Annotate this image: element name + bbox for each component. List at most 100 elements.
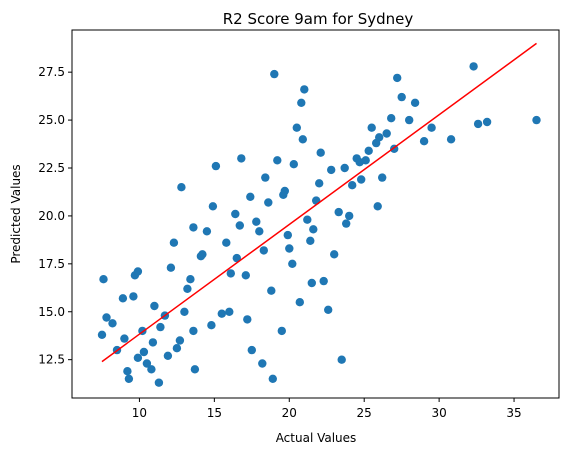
- data-point: [163, 351, 173, 360]
- data-point: [222, 238, 231, 247]
- data-point: [139, 347, 149, 357]
- data-point: [300, 85, 309, 94]
- data-point: [133, 353, 143, 362]
- x-tick-label: 25: [357, 406, 372, 420]
- y-tick-label: 20.0: [38, 209, 65, 223]
- data-point: [190, 365, 200, 374]
- data-point: [298, 135, 307, 144]
- data-point: [154, 378, 164, 387]
- data-point: [306, 236, 315, 245]
- data-point: [166, 263, 176, 272]
- data-point: [316, 148, 325, 157]
- data-point: [279, 190, 288, 199]
- data-point: [315, 179, 324, 188]
- data-point: [208, 202, 218, 211]
- data-point: [120, 334, 129, 343]
- data-point: [252, 217, 261, 226]
- data-point: [309, 225, 318, 234]
- data-point: [148, 338, 158, 347]
- data-point: [288, 259, 297, 268]
- data-point: [482, 117, 492, 127]
- data-point: [243, 315, 252, 324]
- data-point: [123, 367, 132, 376]
- data-point: [202, 227, 212, 236]
- data-point: [378, 173, 387, 182]
- regression-line: [101, 42, 537, 363]
- data-point: [232, 253, 241, 263]
- data-point: [446, 135, 456, 144]
- data-point: [373, 202, 382, 211]
- data-point: [292, 123, 301, 132]
- points-layer: [97, 62, 541, 387]
- data-point: [312, 196, 321, 205]
- data-point: [118, 294, 128, 303]
- data-point: [102, 313, 111, 322]
- data-point: [283, 230, 292, 240]
- y-tick-label: 12.5: [38, 353, 65, 367]
- data-point: [142, 359, 152, 368]
- data-point: [133, 267, 143, 276]
- data-point: [207, 321, 216, 330]
- data-point: [237, 154, 246, 163]
- data-point: [246, 192, 255, 201]
- x-tick-label: 35: [506, 406, 521, 420]
- data-point: [97, 330, 107, 339]
- data-point: [307, 278, 316, 288]
- data-point: [241, 271, 250, 280]
- y-axis-ticks: 12.5 15.0 17.5 20.0 22.5 25.0 27.5: [38, 65, 72, 367]
- data-point: [285, 244, 294, 253]
- data-point: [129, 292, 138, 301]
- data-point: [156, 322, 165, 332]
- data-point: [410, 98, 420, 108]
- data-point: [150, 301, 159, 311]
- data-point: [108, 319, 117, 328]
- data-point: [345, 211, 354, 221]
- data-point: [261, 173, 270, 182]
- y-tick-label: 17.5: [38, 257, 65, 271]
- data-point: [273, 156, 282, 165]
- data-point: [303, 215, 312, 224]
- data-point: [469, 62, 478, 71]
- data-point: [393, 73, 402, 83]
- y-tick-label: 15.0: [38, 305, 65, 319]
- data-point: [342, 219, 351, 228]
- data-point: [124, 374, 134, 383]
- data-point: [186, 275, 195, 284]
- data-point: [419, 137, 429, 146]
- data-point: [177, 183, 186, 192]
- data-point: [259, 246, 268, 255]
- x-axis-label: Actual Values: [276, 431, 357, 445]
- data-point: [226, 269, 235, 278]
- data-point: [175, 336, 185, 345]
- data-point: [367, 123, 376, 132]
- data-point: [189, 223, 198, 232]
- data-point: [172, 344, 182, 353]
- data-point: [324, 305, 333, 314]
- data-point: [387, 114, 396, 123]
- x-tick-label: 20: [282, 406, 297, 420]
- data-point: [337, 355, 346, 364]
- data-point: [147, 365, 156, 374]
- data-point: [397, 92, 406, 102]
- plot-frame: [71, 29, 560, 399]
- data-point: [258, 359, 267, 368]
- y-axis-label: Predicted Values: [9, 164, 23, 263]
- data-point: [183, 284, 192, 293]
- data-point: [473, 119, 483, 129]
- data-point: [340, 163, 349, 173]
- data-point: [235, 221, 244, 230]
- data-point: [334, 207, 343, 217]
- data-point: [180, 307, 189, 316]
- data-point: [295, 298, 304, 307]
- data-point: [327, 165, 336, 175]
- data-point: [277, 326, 286, 336]
- data-point: [330, 250, 339, 259]
- y-tick-label: 27.5: [38, 65, 65, 79]
- data-point: [267, 286, 276, 295]
- data-point: [268, 374, 277, 383]
- chart-title: R2 Score 9am for Sydney: [223, 10, 414, 28]
- data-point: [264, 198, 273, 207]
- data-point: [405, 115, 414, 125]
- x-tick-label: 15: [207, 406, 222, 420]
